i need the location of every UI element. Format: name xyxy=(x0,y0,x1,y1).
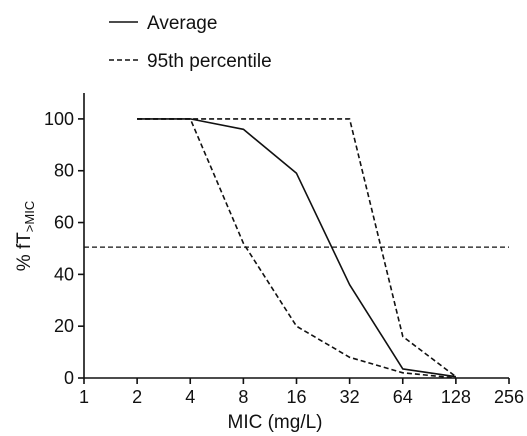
y-axis-title-main: % f xyxy=(14,243,35,271)
y-tick-label: 20 xyxy=(54,316,74,336)
x-tick-label: 32 xyxy=(340,387,360,407)
x-tick-label: 256 xyxy=(494,387,524,407)
x-tick-label: 64 xyxy=(393,387,413,407)
x-tick-label: 4 xyxy=(185,387,195,407)
x-tick-label: 2 xyxy=(132,387,142,407)
x-tick-label: 8 xyxy=(238,387,248,407)
x-axis-title: MIC (mg/L) xyxy=(228,412,323,433)
x-tick-label: 16 xyxy=(286,387,306,407)
y-tick-label: 40 xyxy=(54,264,74,284)
x-tick-label: 128 xyxy=(441,387,471,407)
y-axis-title-t: T xyxy=(14,232,35,244)
y-ticks: 0 20 40 60 80 100 xyxy=(44,109,84,388)
plot-lines xyxy=(84,118,509,379)
axes xyxy=(83,93,509,379)
legend-label-95th-percentile: 95th percentile xyxy=(147,51,272,72)
y-tick-label: 0 xyxy=(64,368,74,388)
x-tick-label: 1 xyxy=(79,387,89,407)
y-tick-label: 80 xyxy=(54,161,74,181)
y-tick-label: 60 xyxy=(54,213,74,233)
series-line-1 xyxy=(137,118,457,378)
y-axis-title-subscript: >MIC xyxy=(22,201,37,232)
x-ticks: 1 2 4 8 16 32 64 128 256 xyxy=(79,378,524,407)
legend-label-average: Average xyxy=(147,13,217,34)
legend: Average 95th percentile xyxy=(109,13,272,72)
series-line-3 xyxy=(137,118,456,379)
y-tick-label: 100 xyxy=(44,109,74,129)
y-axis-title: % fT>MIC xyxy=(14,201,37,271)
